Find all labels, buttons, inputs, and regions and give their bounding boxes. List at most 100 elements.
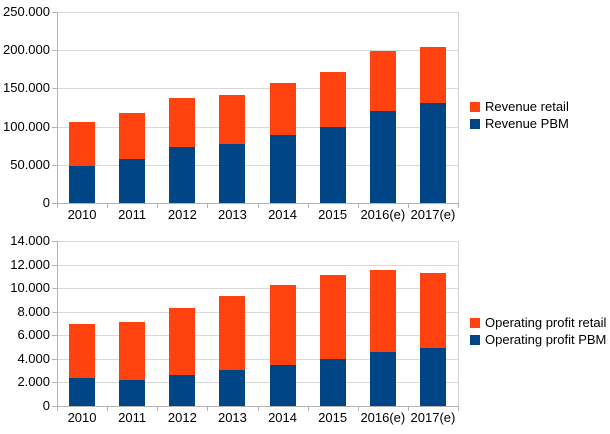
y-axis-tick (52, 12, 57, 13)
x-axis-label: 2010 (67, 410, 97, 425)
bar-segment (419, 272, 446, 349)
bar-segment (119, 112, 146, 159)
x-axis-label: 2014 (268, 410, 297, 425)
legend-swatch-icon (470, 317, 480, 328)
x-axis-label: 2013 (217, 207, 247, 222)
x-axis-label: 2011 (118, 207, 147, 222)
bar-segment (419, 103, 446, 203)
y-axis-tick (52, 288, 57, 290)
y-axis-tick (52, 264, 57, 266)
bar-segment (119, 380, 146, 406)
x-axis-label: 2015 (318, 410, 348, 425)
y-axis-label: 0 (42, 398, 50, 413)
plot-right-border (458, 12, 459, 203)
x-axis-line (57, 203, 459, 204)
gridline (57, 358, 458, 360)
y-axis-line (57, 241, 58, 407)
gridline (57, 88, 458, 90)
y-axis-label: 8.000 (17, 303, 50, 319)
bar-segment (169, 374, 196, 406)
x-axis-tick (458, 407, 459, 411)
x-axis-tick (407, 204, 409, 208)
bar-segment (219, 370, 246, 406)
x-axis-label: 2012 (167, 410, 197, 425)
gridline (57, 126, 458, 128)
x-axis-tick (257, 204, 259, 208)
x-axis-tick (257, 407, 259, 411)
y-axis-label: 150.000 (3, 80, 50, 96)
y-axis-label: 100.000 (3, 118, 50, 134)
x-axis-tick (107, 407, 109, 411)
bar-segment (169, 98, 196, 147)
y-axis-label: 200.000 (3, 42, 50, 58)
legend-label: Revenue retail (485, 98, 569, 114)
x-axis-tick (357, 407, 359, 411)
x-axis-tick (107, 204, 109, 208)
bar-segment (119, 158, 146, 203)
y-axis-label: 14.000 (10, 233, 50, 248)
legend-swatch-icon (470, 118, 480, 129)
y-axis-tick (52, 241, 57, 242)
bar-segment (269, 135, 296, 203)
y-axis-tick (52, 203, 57, 204)
bar-segment (69, 122, 96, 167)
x-axis-label: 2013 (217, 410, 247, 425)
gridline (57, 12, 458, 13)
bar-segment (269, 284, 296, 366)
x-axis-tick (307, 204, 309, 208)
legend-item: Operating profit PBM (470, 331, 606, 348)
bar-segment (419, 348, 446, 406)
x-axis-label: 2017(e) (410, 207, 456, 222)
legend-swatch-icon (470, 334, 480, 345)
plot-area (57, 12, 458, 203)
x-axis-tick (57, 204, 58, 208)
x-axis-tick (357, 204, 359, 208)
plot-right-border (458, 241, 459, 406)
bar-segment (419, 46, 446, 104)
bar-segment (369, 269, 396, 353)
y-axis-tick (52, 358, 57, 360)
bar-segment (319, 275, 346, 359)
y-axis-label: 2.000 (17, 374, 50, 390)
legend-item: Revenue retail (470, 98, 569, 115)
bar-segment (69, 378, 96, 406)
bar-segment (119, 321, 146, 381)
x-axis-label: 2014 (268, 207, 297, 222)
x-axis-tick (57, 407, 58, 411)
gridline (57, 241, 458, 242)
x-axis-label: 2010 (67, 207, 97, 222)
legend-label: Operating profit retail (485, 314, 607, 330)
x-axis-label: 2016(e) (360, 410, 406, 425)
bar-segment (219, 144, 246, 203)
y-axis-tick (52, 335, 57, 337)
plot-area (57, 241, 458, 406)
y-axis-label: 50.000 (10, 156, 50, 172)
gridline (57, 164, 458, 166)
y-axis-tick (52, 382, 57, 384)
legend-item: Operating profit retail (470, 314, 606, 331)
y-axis-label: 0 (42, 195, 50, 210)
y-axis-label: 12.000 (10, 256, 50, 272)
x-axis-label: 2012 (167, 207, 197, 222)
y-axis-tick (52, 126, 57, 128)
x-axis-line (57, 406, 459, 407)
gridline (57, 335, 458, 337)
legend-label: Revenue PBM (485, 115, 569, 131)
y-axis-tick (52, 164, 57, 166)
y-axis-tick (52, 88, 57, 90)
bar-segment (319, 71, 346, 127)
bar-segment (219, 296, 246, 371)
x-axis-label: 2015 (318, 207, 348, 222)
x-axis-tick (207, 407, 209, 411)
y-axis-label: 10.000 (10, 280, 50, 296)
x-axis-label: 2011 (118, 410, 147, 425)
gridline (57, 311, 458, 313)
y-axis-label: 6.000 (17, 327, 50, 343)
bar-segment (69, 324, 96, 379)
bar-segment (69, 166, 96, 203)
gridline (57, 264, 458, 266)
bar-segment (269, 83, 296, 136)
